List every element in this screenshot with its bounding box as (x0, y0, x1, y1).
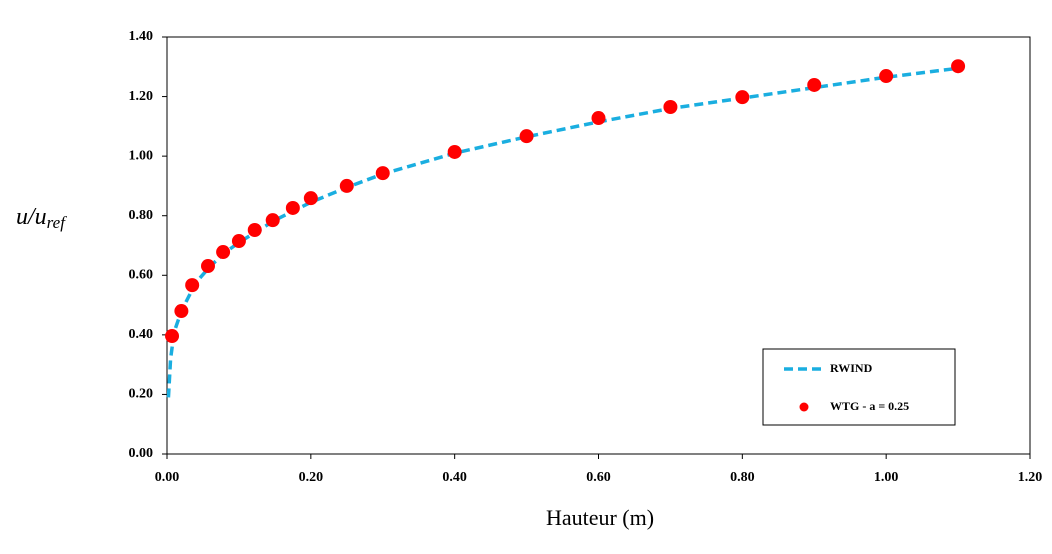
y-axis-label-sub: ref (47, 213, 68, 232)
x-tick-label: 1.00 (874, 470, 899, 485)
y-axis-label: u/uref (16, 204, 67, 232)
x-tick-label: 0.40 (442, 470, 467, 485)
legend-box (762, 348, 956, 426)
point (591, 111, 606, 126)
point (174, 304, 189, 319)
point (375, 166, 390, 181)
x-tick-label: 0.20 (299, 470, 324, 485)
x-tick-label: 0.00 (155, 470, 180, 485)
point (735, 90, 750, 105)
point (951, 59, 966, 74)
point (663, 99, 678, 114)
point (265, 213, 280, 228)
y-tick-label: 0.40 (129, 327, 154, 342)
point (247, 223, 262, 238)
point (879, 69, 894, 84)
point (165, 329, 180, 344)
point (231, 234, 246, 249)
legend-label: RWIND (830, 361, 873, 375)
y-tick-label: 1.40 (129, 29, 154, 44)
y-tick-label: 0.60 (129, 268, 154, 283)
y-axis-label-main: u/u (16, 204, 47, 230)
y-tick-label: 1.00 (129, 148, 154, 163)
x-tick-label: 0.60 (586, 470, 611, 485)
legend-label: WTG - a = 0.25 (830, 399, 909, 413)
y-tick-label: 1.20 (129, 89, 154, 104)
y-tick-label: 0.00 (129, 446, 154, 461)
point (339, 178, 354, 193)
point (303, 191, 318, 206)
point (185, 278, 200, 293)
x-axis-label: Hauteur (m) (546, 505, 654, 530)
line-series (166, 66, 959, 398)
point (807, 77, 822, 92)
point (285, 200, 300, 215)
point (519, 129, 534, 144)
legend-marker (799, 402, 809, 412)
point (200, 259, 215, 274)
point (447, 144, 462, 159)
y-tick-label: 0.20 (129, 387, 154, 402)
x-tick-label: 1.20 (1018, 470, 1043, 485)
x-tick-label: 0.80 (730, 470, 755, 485)
y-tick-label: 0.80 (129, 208, 154, 223)
point (216, 245, 231, 260)
